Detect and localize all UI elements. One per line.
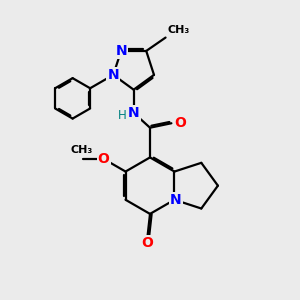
Text: N: N [128,106,140,120]
Text: N: N [170,193,182,207]
Text: O: O [142,236,154,250]
Text: CH₃: CH₃ [70,146,92,155]
Text: H: H [118,109,127,122]
Text: O: O [98,152,109,166]
Text: CH₃: CH₃ [168,25,190,34]
Text: N: N [115,44,127,58]
Text: O: O [174,116,186,130]
Text: N: N [107,68,119,82]
